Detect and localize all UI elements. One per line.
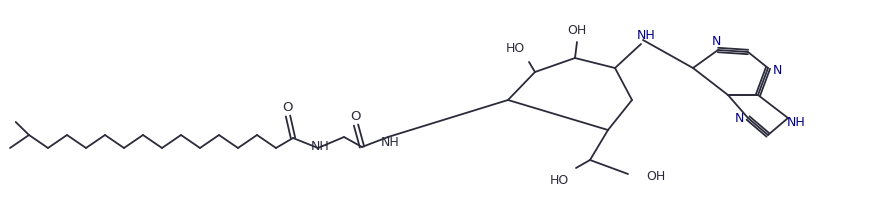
Text: N: N [734, 112, 744, 125]
Text: N: N [773, 63, 781, 76]
Text: OH: OH [568, 23, 587, 36]
Text: OH: OH [646, 169, 665, 182]
Text: NH: NH [310, 140, 330, 153]
Text: N: N [712, 34, 720, 47]
Text: HO: HO [506, 42, 525, 55]
Text: NH: NH [787, 115, 806, 128]
Text: O: O [282, 100, 292, 113]
Text: NH: NH [380, 137, 399, 150]
Text: O: O [350, 110, 360, 123]
Text: NH: NH [637, 29, 656, 42]
Text: HO: HO [549, 174, 569, 187]
